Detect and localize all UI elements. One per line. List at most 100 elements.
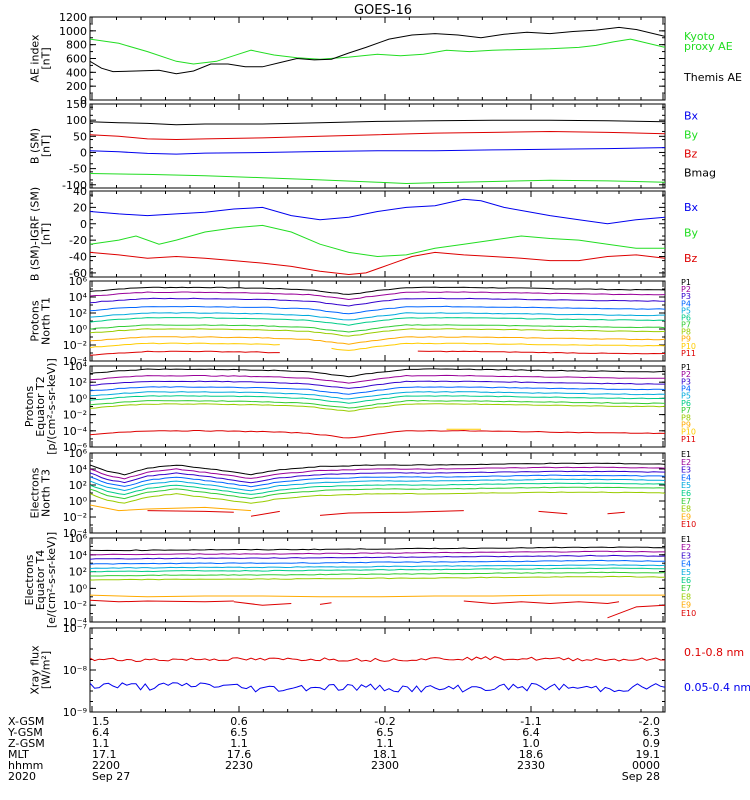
series-line <box>90 38 665 65</box>
channel-line <box>331 342 665 351</box>
channel-legend-entry: E10 <box>681 520 696 529</box>
y-tick-label: 0 <box>80 146 87 159</box>
y-tick-label: 10⁻⁴ <box>63 355 88 368</box>
y-axis-label: [W/m²] <box>40 651 53 689</box>
y-tick-label: 10⁴ <box>69 463 88 476</box>
footer-row-label: X-GSM <box>8 715 44 728</box>
y-tick-label: 10² <box>69 307 87 320</box>
y-tick-label: 10⁰ <box>69 323 88 336</box>
channel-legend-entry: P2 <box>681 285 691 294</box>
series-line <box>90 147 665 155</box>
footer-value: 2330 <box>517 759 545 772</box>
channel-legend-entry: E10 <box>681 609 696 618</box>
channel-legend-entry: P11 <box>681 435 696 444</box>
panel-digrf: -60 -40 -20 0 20 40 B (SM)-IGRF (SM)[nT] Bx By Bz <box>29 185 699 281</box>
panel-bsm: -100 -50 0 50 100 150 B (SM)[nT] Bx By Bz Bmag <box>29 98 717 192</box>
y-axis-label: [p/(cm²-s-sr-keV)] <box>45 358 58 455</box>
channel-legend-entry: P9 <box>681 420 691 429</box>
y-tick-label: 10⁴ <box>69 549 88 562</box>
panel-data <box>90 656 665 693</box>
footer-value: 6.5 <box>376 726 394 739</box>
footer-value: 2300 <box>371 759 399 772</box>
channel-line <box>90 399 665 409</box>
channel-line <box>90 391 665 400</box>
channel-segment <box>90 599 234 603</box>
channel-line <box>90 546 665 552</box>
channel-legend-entry: P8 <box>681 328 691 337</box>
channel-legend-entry: P10 <box>681 428 696 437</box>
y-tick-label: 10⁻² <box>63 339 87 352</box>
channel-legend-entry: P5 <box>681 392 691 401</box>
channel-legend-entry: E2 <box>681 458 691 467</box>
channel-legend-entry: P4 <box>681 299 691 308</box>
legend-entry: Kyoto <box>684 30 715 43</box>
y-tick-label: 10⁻² <box>63 409 87 422</box>
y-tick-label: 150 <box>66 98 87 111</box>
series-line <box>90 26 665 75</box>
y-tick-label: 10⁶ <box>69 447 88 460</box>
channel-line <box>90 550 665 556</box>
y-axis-label: Equator T4 <box>34 550 47 610</box>
footer-row-label: Y-GSM <box>7 726 43 739</box>
channel-segment <box>319 602 332 605</box>
channel-line <box>90 403 665 412</box>
channel-legend-entry: E8 <box>681 505 691 514</box>
legend-entry: By <box>684 128 699 141</box>
channel-line <box>90 559 665 565</box>
channel-legend-entry: P7 <box>681 406 691 415</box>
channel-line <box>90 482 665 496</box>
y-tick-label: 10⁻⁶ <box>63 441 88 454</box>
channel-segment <box>147 510 234 513</box>
channel-line <box>90 336 665 345</box>
footer-value: -0.2 <box>374 715 395 728</box>
y-tick-label: 10⁻⁷ <box>63 622 87 635</box>
channel-line <box>90 564 665 569</box>
y-tick-label: 20 <box>73 201 87 214</box>
footer-value: 17.6 <box>227 748 252 761</box>
channel-line <box>90 374 665 384</box>
y-tick-label: 0 <box>80 94 87 107</box>
channel-line <box>90 305 665 315</box>
footer-value: 1.5 <box>92 715 110 728</box>
series-line <box>90 119 665 126</box>
channel-legend-entry: P4 <box>681 385 691 394</box>
channel-legend-entry: E2 <box>681 543 691 552</box>
channel-segment <box>607 511 625 515</box>
channel-legend-entry: P5 <box>681 306 691 315</box>
channel-segment <box>538 510 568 515</box>
footer-value: 0.9 <box>643 737 661 750</box>
footer-value: 18.6 <box>519 748 544 761</box>
channel-segment <box>607 604 665 619</box>
y-tick-label: -100 <box>62 179 87 192</box>
series-line <box>90 173 665 185</box>
channel-segment <box>250 510 280 517</box>
panel-data <box>90 546 665 619</box>
channel-legend-entry: E6 <box>681 576 691 585</box>
channel-legend-entry: P1 <box>681 363 691 372</box>
channel-line <box>90 466 665 480</box>
y-axis-label: Protons <box>29 300 42 341</box>
y-tick-label: 10⁴ <box>69 291 88 304</box>
channel-line <box>90 342 280 349</box>
y-tick-label: 400 <box>66 66 87 79</box>
y-tick-label: 0 <box>80 218 87 231</box>
y-axis-label: [nT] <box>40 223 53 245</box>
channel-legend-entry: P2 <box>681 370 691 379</box>
y-tick-label: 10⁻² <box>63 599 87 612</box>
channel-line <box>90 312 665 321</box>
y-tick-label: 800 <box>66 39 87 52</box>
channel-legend-entry: E9 <box>681 512 691 521</box>
footer-value: -2.0 <box>639 715 660 728</box>
y-axis-label: Electrons <box>29 467 42 518</box>
footer-row-label: hhmm <box>8 759 43 772</box>
channel-line <box>90 486 665 500</box>
y-axis-label: Protons <box>23 386 36 427</box>
channel-line <box>90 571 665 577</box>
channel-segment <box>463 600 620 605</box>
channel-legend-entry: E1 <box>681 450 691 459</box>
y-tick-label: 40 <box>73 185 87 198</box>
panel-frame <box>89 365 666 448</box>
y-axis-label: B (SM) <box>29 128 42 164</box>
y-tick-label: 10² <box>69 566 87 579</box>
